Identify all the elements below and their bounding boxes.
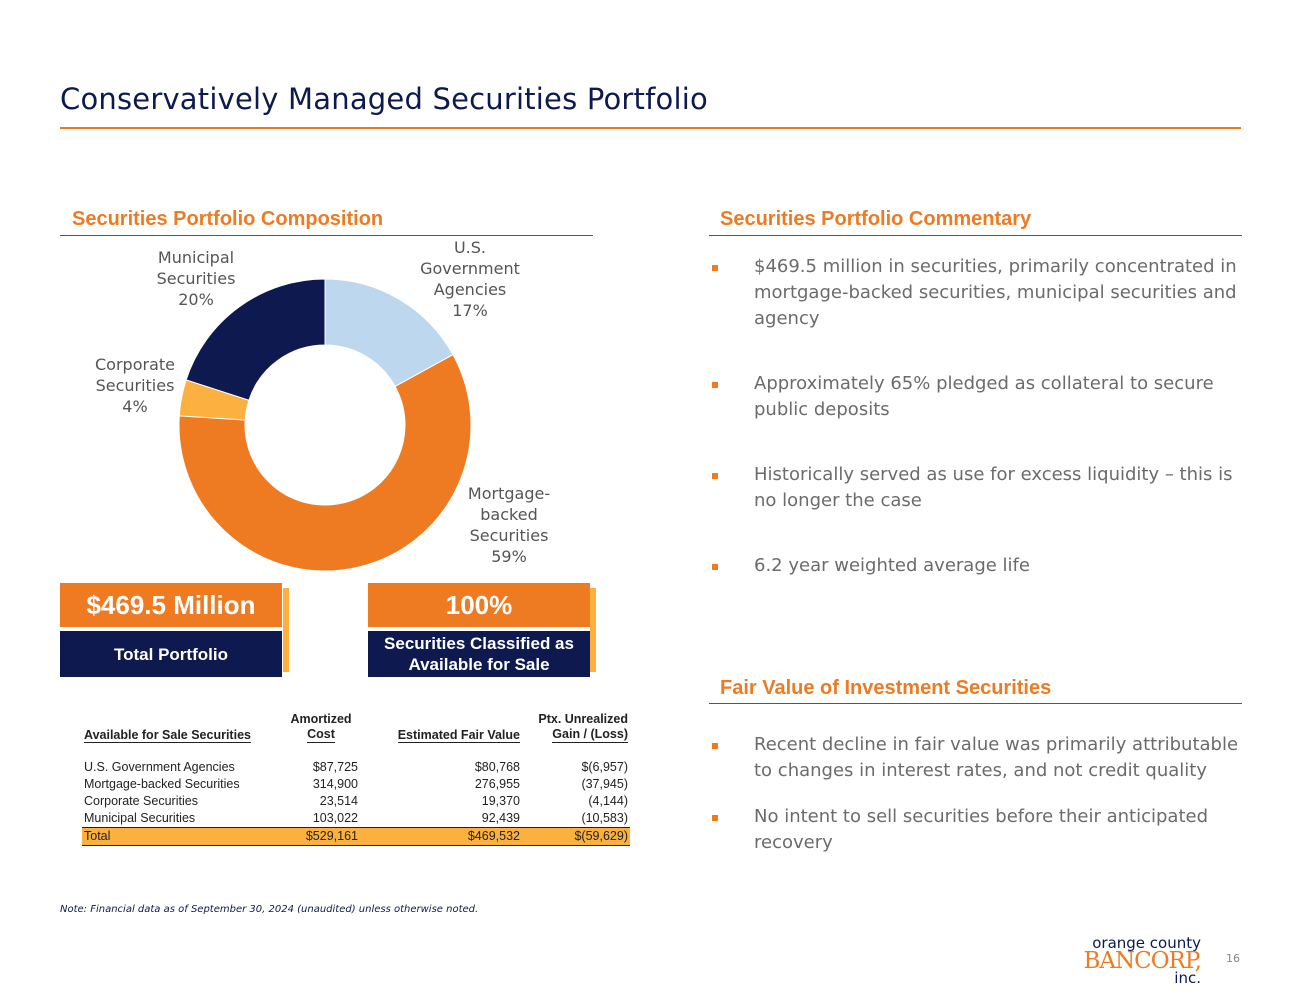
- table-header-row: Available for Sale Securities Amortized …: [82, 712, 630, 745]
- list-item: $469.5 million in securities, primarily …: [710, 254, 1245, 332]
- list-item: Recent decline in fair value was primari…: [710, 732, 1245, 784]
- commentary-list: $469.5 million in securities, primarily …: [710, 254, 1245, 579]
- stat-box-accent: [283, 588, 289, 672]
- total-portfolio-value: $469.5 Million: [60, 583, 282, 627]
- fair-value-list: Recent decline in fair value was primari…: [710, 732, 1245, 856]
- label-corporate-securities: Corporate Securities 4%: [95, 355, 175, 416]
- securities-table: Available for Sale Securities Amortized …: [82, 712, 630, 846]
- col-header-amortized: Amortized Cost: [290, 712, 352, 743]
- label-us-government-agencies: U.S. Government Agencies 17%: [420, 238, 520, 320]
- composition-heading: Securities Portfolio Composition: [72, 208, 384, 230]
- fair-value-divider: [709, 703, 1242, 704]
- bullet-marker: [712, 382, 718, 388]
- total-portfolio-label: Total Portfolio: [60, 631, 282, 677]
- fair-value-heading: Fair Value of Investment Securities: [720, 677, 1052, 699]
- col-header-category: Available for Sale Securities: [84, 728, 251, 743]
- col-header-fair-value: Estimated Fair Value: [397, 728, 520, 743]
- bullet-marker: [712, 743, 718, 749]
- afs-box: 100% Securities Classified as Available …: [368, 583, 590, 677]
- table-row: Mortgage-backed Securities 314,900 276,9…: [84, 777, 628, 791]
- label-mortgage-backed-securities: Mortgage- backed Securities 59%: [467, 484, 551, 566]
- list-item: Approximately 65% pledged as collateral …: [710, 371, 1245, 423]
- slice-mortgage-backed-securities: [178, 353, 472, 572]
- table-row: U.S. Government Agencies $87,725 $80,768…: [84, 760, 628, 774]
- slice-municipal-securities: [185, 278, 326, 401]
- list-item: Historically served as use for excess li…: [710, 462, 1245, 514]
- page-number: 16: [1226, 952, 1240, 965]
- composition-donut-chart: [170, 270, 480, 580]
- bullet-marker: [712, 564, 718, 570]
- list-item: 6.2 year weighted average life: [710, 553, 1245, 579]
- bullet-marker: [712, 265, 718, 271]
- bullet-marker: [712, 815, 718, 821]
- stat-box-accent: [590, 588, 596, 672]
- total-portfolio-box: $469.5 Million Total Portfolio: [60, 583, 282, 677]
- col-header-unrealized: Ptx. Unrealized Gain / (Loss): [538, 712, 628, 743]
- table-row: Municipal Securities 103,022 92,439 (10,…: [84, 811, 628, 825]
- table-total-row: Total $529,161 $469,532 $(59,629): [82, 827, 630, 846]
- label-municipal-securities: Municipal Securities 20%: [156, 248, 236, 309]
- donut-svg: [178, 278, 472, 572]
- table-row: Corporate Securities 23,514 19,370 (4,14…: [84, 794, 628, 808]
- footnote: Note: Financial data as of September 30,…: [60, 904, 479, 915]
- company-logo: orange county BANCORP, inc.: [1083, 934, 1202, 987]
- commentary-divider: [709, 235, 1242, 236]
- afs-label: Securities Classified as Available for S…: [368, 631, 590, 677]
- composition-divider: [60, 235, 593, 236]
- commentary-heading: Securities Portfolio Commentary: [720, 208, 1032, 230]
- afs-value: 100%: [368, 583, 590, 627]
- list-item: No intent to sell securities before thei…: [710, 804, 1245, 856]
- page-title: Conservatively Managed Securities Portfo…: [60, 82, 708, 116]
- bullet-marker: [712, 473, 718, 479]
- title-divider: [60, 127, 1241, 129]
